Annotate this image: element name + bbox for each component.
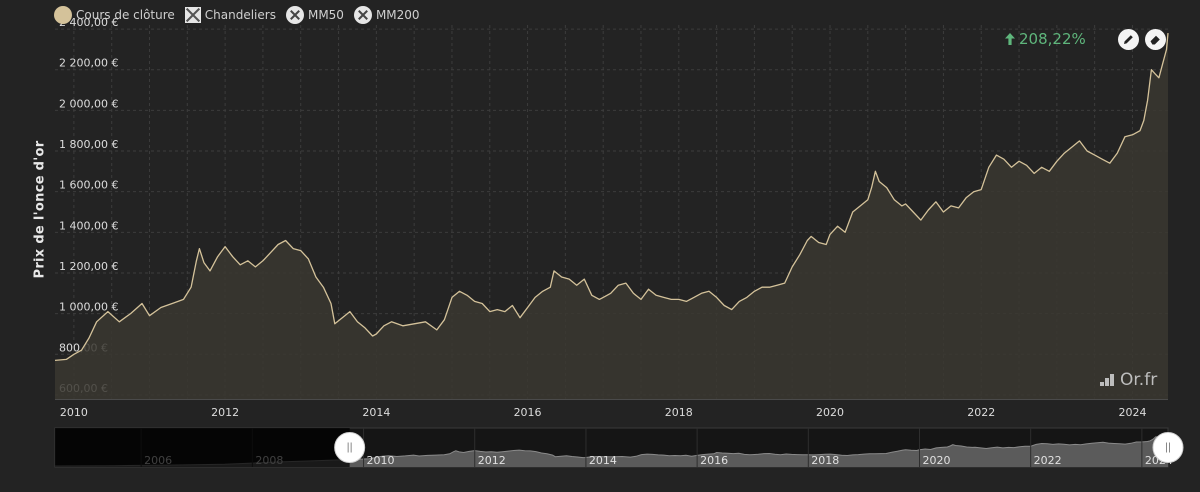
performance-value: 208,22% — [1019, 30, 1086, 48]
legend: Cours de clôture Chandeliers MM50 MM200 — [54, 4, 420, 26]
navigator-tick-label: 2010 — [367, 454, 395, 467]
y-tick-label: 1 600,00 € — [59, 179, 118, 192]
y-tick-label: 2 400,00 € — [59, 16, 118, 29]
handle-knob — [334, 432, 366, 463]
x-tick-label: 2020 — [816, 406, 844, 419]
navigator-tick-label: 2018 — [811, 454, 839, 467]
navigator-mask-left — [55, 428, 350, 467]
navigator-tick-label: 2020 — [922, 454, 950, 467]
x-tick-label: 2010 — [60, 406, 88, 419]
navigator-handle-right[interactable] — [1152, 432, 1184, 463]
y-tick-label: 2 000,00 € — [59, 97, 118, 110]
legend-item-mm200[interactable]: MM200 — [353, 6, 420, 24]
watermark-text: Or.fr — [1120, 370, 1158, 390]
x-tick-label: 2024 — [1118, 406, 1146, 419]
x-tick-label: 2018 — [665, 406, 693, 419]
y-axis-label: Prix de l'once d'or — [32, 140, 48, 279]
legend-circle-x-icon — [285, 6, 304, 24]
x-tick-label: 2014 — [362, 406, 390, 419]
legend-dot-icon — [54, 6, 72, 24]
y-tick-label: 1 800,00 € — [59, 138, 118, 151]
price-line — [54, 33, 1169, 362]
legend-box-x-icon — [184, 7, 201, 23]
pencil-icon — [1124, 35, 1133, 44]
legend-item-cours-de-cloture[interactable]: Cours de clôture — [54, 6, 175, 24]
eraser-icon — [1150, 35, 1160, 45]
navigator-tick-label: 2014 — [589, 454, 617, 467]
y-tick-label: 1 400,00 € — [59, 219, 118, 232]
navigator-handle-left[interactable] — [334, 432, 366, 463]
legend-label: MM200 — [375, 8, 420, 22]
handle-knob — [1152, 432, 1184, 463]
x-tick-label: 2022 — [967, 406, 995, 419]
y-tick-label: 1 200,00 € — [59, 260, 118, 273]
eraser-button[interactable] — [1145, 29, 1166, 50]
watermark: Or.fr — [1100, 370, 1157, 390]
arrow-up-icon — [1005, 33, 1015, 45]
navigator-tick-label: 2012 — [478, 454, 506, 467]
x-tick-label: 2012 — [211, 406, 239, 419]
navigator-tick-label: 2016 — [700, 454, 728, 467]
navigator-tick-label: 2022 — [1034, 454, 1062, 467]
performance-indicator: 208,22% — [1004, 30, 1086, 48]
y-tick-label: 2 200,00 € — [59, 57, 118, 70]
legend-label: Chandeliers — [204, 8, 276, 22]
pencil-button[interactable] — [1118, 29, 1139, 50]
price-area — [55, 33, 1168, 399]
y-tick-label: 1 000,00 € — [59, 301, 118, 314]
legend-item-chandeliers[interactable]: Chandeliers — [184, 7, 276, 23]
legend-label: MM50 — [307, 8, 344, 22]
legend-label: Cours de clôture — [76, 8, 175, 22]
x-tick-label: 2016 — [514, 406, 542, 419]
navigator-area — [55, 433, 1168, 467]
navigator-line — [54, 433, 1169, 467]
legend-item-mm50[interactable]: MM50 — [285, 6, 344, 24]
bars-logo-icon — [1100, 374, 1114, 386]
legend-circle-x-icon — [353, 6, 372, 24]
